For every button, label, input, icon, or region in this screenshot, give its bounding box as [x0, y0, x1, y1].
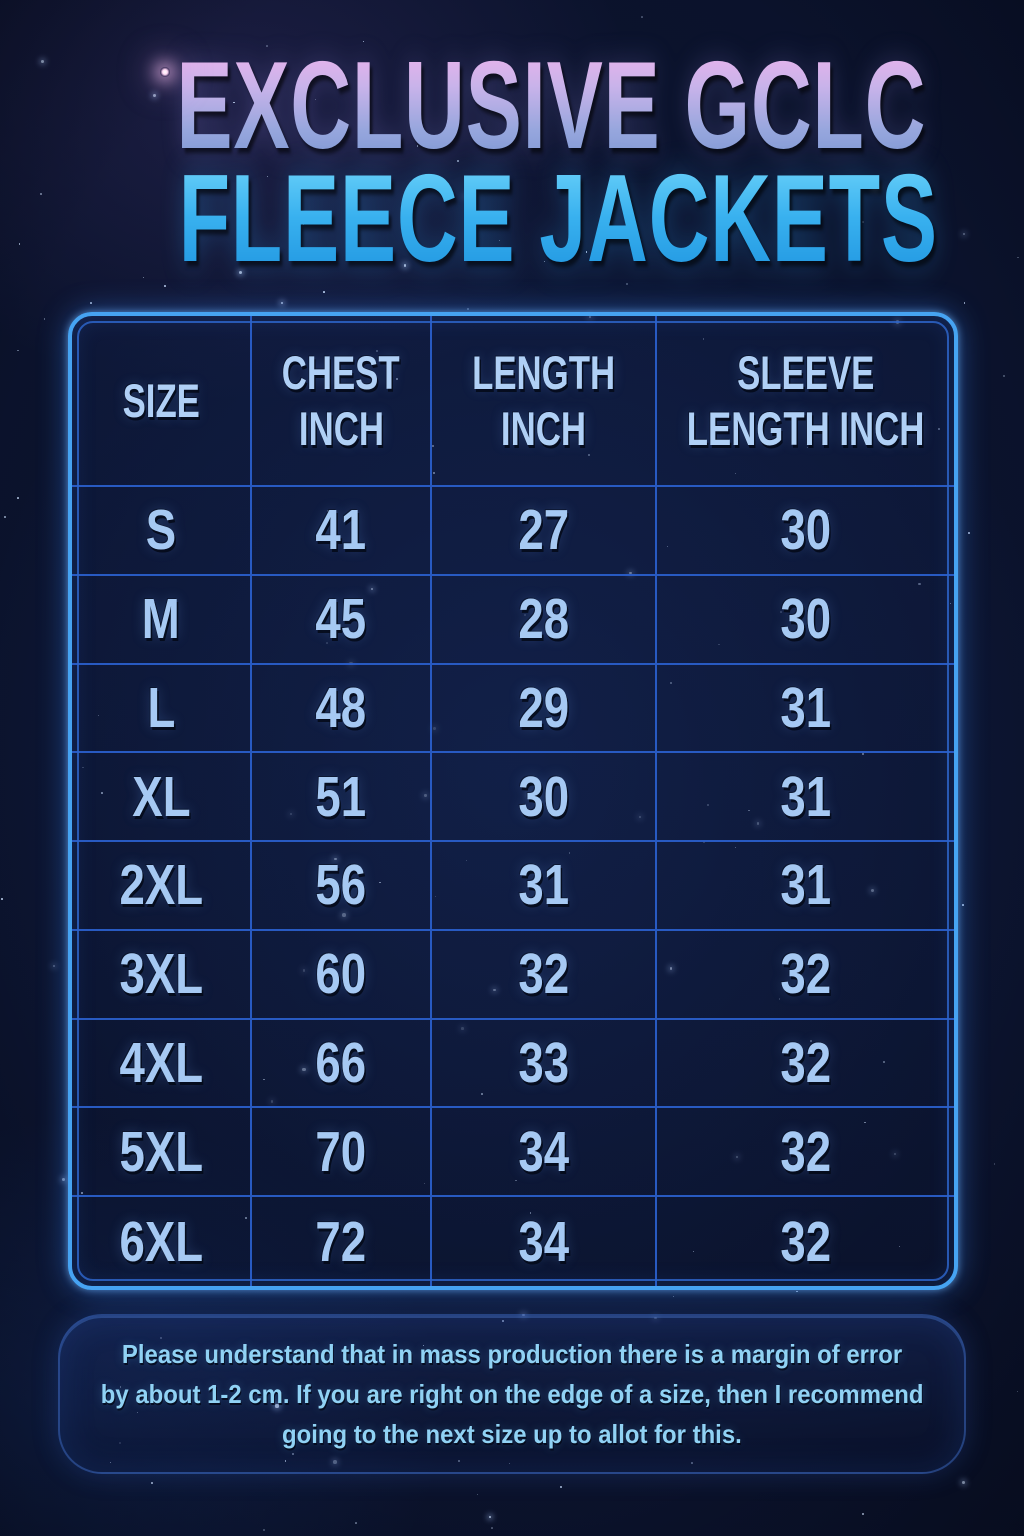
table-cell: 32	[431, 930, 657, 1020]
page-title: EXCLUSIVE GCLC FLEECE JACKETS	[0, 44, 1024, 281]
table-cell: 29	[431, 664, 657, 754]
size-chart-grid: SIZE CHEST INCH LENGTH INCH SLEEVE LENGT…	[72, 316, 954, 1286]
table-cell: 60	[252, 930, 432, 1020]
table-cell: 31	[656, 753, 954, 843]
table-cell: 51	[252, 753, 432, 843]
table-cell: 30	[656, 576, 954, 665]
note-text-line: Please understand that in mass productio…	[121, 1338, 903, 1369]
size-label-cell: S	[72, 487, 253, 576]
table-cell: 27	[431, 487, 657, 576]
sparkle-effect	[160, 67, 170, 77]
size-label-cell: 5XL	[72, 1108, 253, 1198]
size-label-cell: L	[72, 664, 253, 754]
table-cell: 34	[432, 1197, 657, 1286]
column-header-sleeve-length: SLEEVE LENGTH INCH	[656, 316, 954, 487]
note-box: Please understand that in mass productio…	[58, 1314, 966, 1474]
title-line-1: EXCLUSIVE GCLC	[176, 37, 927, 175]
size-label-cell: 2XL	[72, 842, 253, 931]
table-cell: 30	[431, 753, 657, 843]
size-chart-table: SIZE CHEST INCH LENGTH INCH SLEEVE LENGT…	[68, 312, 958, 1290]
table-cell: 32	[656, 1108, 954, 1198]
table-cell: 31	[656, 665, 954, 754]
size-label-cell: 3XL	[72, 930, 253, 1020]
size-label-cell: 4XL	[72, 1019, 253, 1109]
table-cell: 32	[656, 931, 954, 1020]
note-text-line: going to the next size up to allot for t…	[282, 1419, 742, 1450]
size-label-cell: M	[72, 575, 253, 665]
table-cell: 56	[252, 842, 432, 931]
table-cell: 70	[252, 1108, 432, 1198]
table-cell: 28	[431, 575, 657, 665]
table-cell: 30	[656, 487, 954, 576]
table-cell: 32	[779, 1209, 831, 1274]
note-text-line: by about 1-2 cm. If you are right on the…	[100, 1378, 924, 1409]
table-cell: 32	[656, 1020, 954, 1109]
size-label-cell: 6XL	[72, 1197, 253, 1286]
table-cell: 72	[252, 1197, 432, 1286]
table-cell: 66	[252, 1019, 432, 1109]
size-label-cell: XL	[72, 753, 253, 843]
table-cell: 41	[252, 487, 432, 576]
table-cell: 33	[431, 1019, 657, 1109]
column-header-size: SIZE	[72, 316, 253, 487]
table-cell: 31	[656, 842, 954, 931]
table-cell: 31	[431, 842, 657, 931]
table-cell: 48	[252, 664, 432, 754]
column-header-length: LENGTH INCH	[431, 316, 657, 487]
column-header-chest: CHEST INCH	[252, 316, 432, 487]
title-line-2: FLEECE JACKETS	[178, 150, 938, 288]
table-cell: 34	[431, 1108, 657, 1198]
table-cell: 45	[252, 575, 432, 665]
